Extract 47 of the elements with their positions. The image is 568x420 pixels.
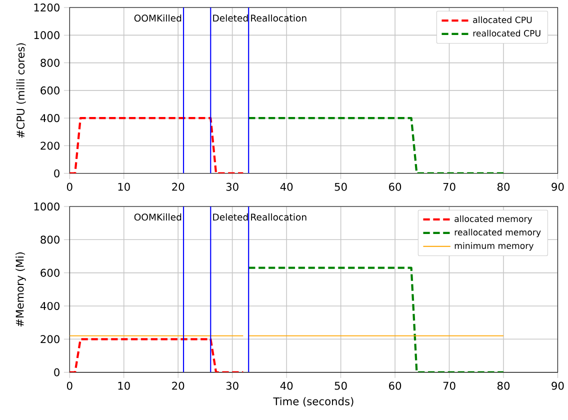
y-tick-label: 800 [40,58,60,67]
ref-line-label: Reallocation [251,14,306,22]
y-tick-label: 400 [40,114,60,122]
legend-label: allocated CPU [473,16,532,24]
y-axis-title: #Memory (Mi) [16,252,26,326]
x-tick-label: 70 [443,182,456,191]
x-tick-label: 30 [226,182,238,191]
y-tick-label: 0 [54,169,60,178]
x-tick-label: 50 [334,382,347,390]
legend-label: minimum memory [454,242,534,251]
y-tick-label: 800 [40,236,60,244]
y-tick-label: 200 [40,142,60,150]
y-tick-label: 600 [40,268,60,277]
x-tick-label: 60 [389,182,402,191]
x-tick-label: 70 [443,382,456,390]
y-tick-label: 200 [40,335,60,344]
y-axis-title: #CPU (milli cores) [16,43,26,138]
x-tick-label: 10 [118,182,130,191]
legend-label: reallocated memory [454,228,541,238]
x-tick-label: 40 [280,382,293,390]
x-tick-label: 10 [118,382,130,390]
x-tick-label: 60 [389,382,402,390]
y-tick-label: 1000 [34,202,60,210]
x-tick-label: 0 [66,382,72,390]
x-tick-label: 80 [497,382,510,390]
x-tick-label: 20 [172,382,184,390]
y-tick-label: 1000 [34,31,60,40]
ref-line-label: Deleted [213,14,248,22]
x-tick-label: 90 [552,182,564,191]
x-tick-label: 50 [334,182,347,191]
x-tick-label: 30 [226,382,238,390]
y-tick-label: 600 [40,86,60,94]
y-tick-label: 0 [54,368,60,376]
ref-line-label: OOMKilled [134,14,182,22]
x-axis-title: Time (seconds) [273,397,354,407]
x-tick-label: 90 [552,382,564,390]
ref-line-label: Reallocation [251,213,306,221]
y-tick-label: 1200 [34,4,60,12]
ref-line-label: OOMKilled [134,213,182,221]
x-tick-label: 80 [497,182,510,191]
legend-label: allocated memory [454,215,532,224]
x-tick-label: 0 [66,182,72,191]
x-tick-label: 40 [280,182,293,191]
y-tick-label: 400 [40,302,60,310]
ref-line-label: Deleted [213,213,248,221]
legend-label: reallocated CPU [473,30,540,37]
x-tick-label: 20 [172,182,184,191]
